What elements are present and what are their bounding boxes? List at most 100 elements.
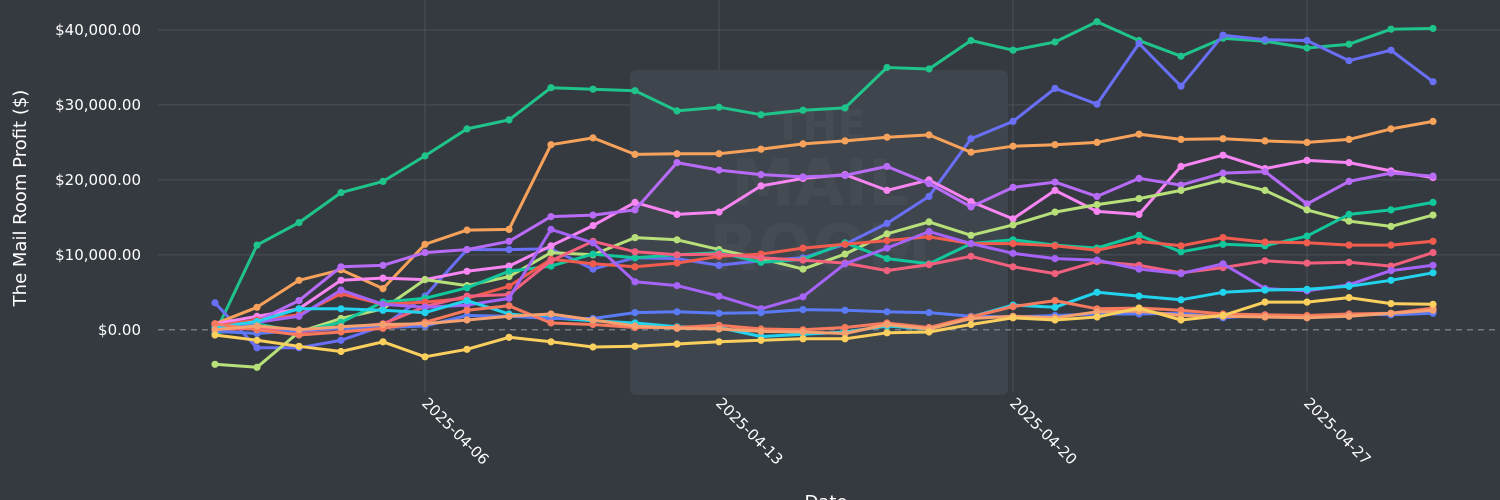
data-point[interactable]	[421, 303, 429, 311]
data-point[interactable]	[715, 150, 723, 158]
data-point[interactable]	[421, 249, 429, 257]
data-point[interactable]	[1261, 286, 1269, 294]
data-point[interactable]	[421, 276, 429, 284]
data-point[interactable]	[883, 308, 891, 316]
data-point[interactable]	[547, 141, 555, 149]
data-point[interactable]	[1387, 169, 1395, 177]
data-point[interactable]	[1177, 52, 1185, 60]
data-point[interactable]	[631, 254, 639, 262]
data-point[interactable]	[715, 103, 723, 111]
data-point[interactable]	[841, 329, 849, 338]
data-point[interactable]	[337, 328, 345, 336]
data-point[interactable]	[1219, 260, 1227, 268]
data-point[interactable]	[589, 85, 597, 93]
data-point[interactable]	[1135, 195, 1143, 203]
data-point[interactable]	[631, 234, 639, 242]
data-point[interactable]	[1345, 282, 1353, 290]
data-point[interactable]	[841, 137, 849, 145]
data-point[interactable]	[1387, 241, 1395, 249]
data-point[interactable]	[463, 306, 471, 314]
data-point[interactable]	[925, 328, 933, 336]
data-point[interactable]	[1219, 31, 1227, 39]
data-point[interactable]	[841, 240, 849, 248]
data-point[interactable]	[547, 262, 555, 270]
data-point[interactable]	[505, 273, 513, 281]
data-point[interactable]	[505, 267, 513, 275]
data-point[interactable]	[1177, 162, 1185, 170]
data-point[interactable]	[295, 297, 303, 305]
data-point[interactable]	[295, 276, 303, 284]
data-point[interactable]	[883, 186, 891, 194]
data-point[interactable]	[715, 309, 723, 317]
data-point[interactable]	[379, 274, 387, 282]
data-point[interactable]	[379, 320, 387, 329]
data-point[interactable]	[1303, 285, 1311, 293]
data-point[interactable]	[1219, 151, 1227, 159]
data-point[interactable]	[463, 284, 471, 292]
data-point[interactable]	[967, 320, 975, 329]
data-point[interactable]	[1345, 294, 1353, 302]
data-point[interactable]	[841, 335, 849, 343]
data-point[interactable]	[1009, 221, 1017, 229]
data-point[interactable]	[631, 248, 639, 256]
data-point[interactable]	[799, 328, 807, 336]
data-point[interactable]	[1135, 304, 1143, 312]
data-point[interactable]	[883, 320, 891, 329]
data-point[interactable]	[1429, 78, 1437, 86]
data-point[interactable]	[1387, 309, 1395, 317]
data-point[interactable]	[631, 206, 639, 214]
data-point[interactable]	[253, 241, 261, 249]
data-point[interactable]	[1135, 292, 1143, 300]
data-point[interactable]	[1051, 270, 1059, 278]
data-point[interactable]	[295, 331, 303, 339]
data-point[interactable]	[757, 254, 765, 262]
data-point[interactable]	[1303, 156, 1311, 164]
data-point[interactable]	[463, 345, 471, 353]
data-point[interactable]	[967, 36, 975, 45]
data-point[interactable]	[1219, 311, 1227, 320]
data-point[interactable]	[1303, 138, 1311, 146]
data-point[interactable]	[799, 265, 807, 273]
data-point[interactable]	[379, 306, 387, 314]
data-point[interactable]	[1345, 217, 1353, 225]
data-point[interactable]	[337, 189, 345, 197]
data-point[interactable]	[1429, 249, 1437, 257]
data-point[interactable]	[1303, 206, 1311, 214]
data-point[interactable]	[757, 145, 765, 153]
data-point[interactable]	[1009, 142, 1017, 150]
data-point[interactable]	[1345, 177, 1353, 185]
data-point[interactable]	[1429, 117, 1437, 125]
data-point[interactable]	[253, 322, 261, 330]
data-point[interactable]	[463, 297, 471, 305]
data-point[interactable]	[1303, 314, 1311, 322]
data-point[interactable]	[1429, 306, 1437, 314]
data-point[interactable]	[505, 246, 513, 254]
data-point[interactable]	[883, 133, 891, 141]
data-point[interactable]	[421, 353, 429, 361]
data-point[interactable]	[1303, 44, 1311, 52]
data-point[interactable]	[1219, 169, 1227, 177]
data-point[interactable]	[589, 211, 597, 219]
data-point[interactable]	[547, 225, 555, 233]
data-point[interactable]	[799, 256, 807, 264]
data-point[interactable]	[757, 111, 765, 119]
data-point[interactable]	[673, 107, 681, 115]
data-point[interactable]	[967, 148, 975, 156]
data-point[interactable]	[1345, 312, 1353, 320]
data-point[interactable]	[1261, 298, 1269, 306]
data-point[interactable]	[379, 285, 387, 293]
data-point[interactable]	[673, 150, 681, 158]
data-point[interactable]	[1261, 186, 1269, 194]
data-point[interactable]	[715, 250, 723, 258]
data-point[interactable]	[925, 131, 933, 139]
data-point[interactable]	[463, 267, 471, 275]
data-point[interactable]	[337, 263, 345, 271]
data-point[interactable]	[1429, 211, 1437, 219]
data-point[interactable]	[211, 326, 219, 334]
data-point[interactable]	[715, 261, 723, 269]
data-point[interactable]	[1051, 303, 1059, 311]
data-point[interactable]	[925, 180, 933, 188]
data-point[interactable]	[883, 255, 891, 263]
data-point[interactable]	[799, 335, 807, 343]
data-point[interactable]	[883, 230, 891, 238]
